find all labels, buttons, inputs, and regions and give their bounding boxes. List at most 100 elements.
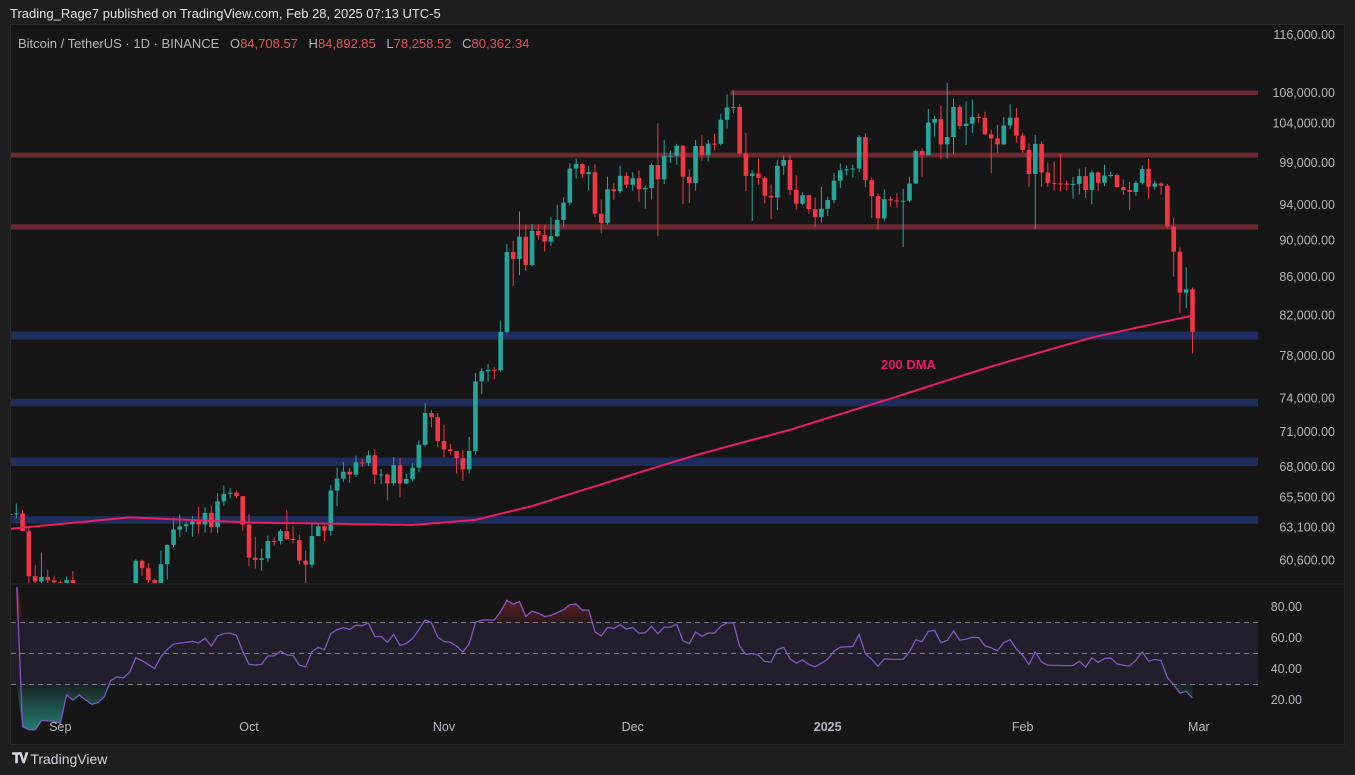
rsi-tick-label: 80.00 xyxy=(1271,600,1302,614)
candle-body xyxy=(127,594,132,605)
tradingview-logo-icon: 𝐓𝐕 xyxy=(12,750,28,766)
candle xyxy=(1102,164,1107,186)
candle xyxy=(976,113,981,123)
rsi-axis[interactable]: 80.00 60.00 40.00 20.00 xyxy=(1271,600,1302,707)
candle-body xyxy=(435,417,441,442)
candle xyxy=(403,473,409,485)
candle xyxy=(64,576,69,583)
candle-body xyxy=(1171,226,1176,252)
candle xyxy=(429,410,434,428)
candle xyxy=(498,320,503,372)
rsi-tick-label: 60.00 xyxy=(1271,631,1302,645)
candle xyxy=(315,522,321,537)
candle xyxy=(1095,171,1101,191)
candle-body xyxy=(347,471,352,475)
candle xyxy=(781,155,786,175)
ma-label: 200 DMA xyxy=(881,357,937,372)
candle xyxy=(951,98,956,155)
candle-body xyxy=(926,122,931,156)
candle xyxy=(674,143,680,165)
candle xyxy=(1064,180,1070,191)
candle-body xyxy=(498,331,503,371)
candle-body xyxy=(806,195,812,210)
candle xyxy=(542,224,547,252)
candle-body xyxy=(724,107,730,120)
candle xyxy=(705,139,711,162)
symbol-name[interactable]: Bitcoin / TetherUS · 1D · BINANCE xyxy=(18,36,220,51)
candle-body xyxy=(1108,174,1114,176)
candle xyxy=(1032,135,1038,230)
candle-body xyxy=(208,512,214,527)
candle xyxy=(479,368,485,395)
candle-body xyxy=(617,175,623,192)
candle-body xyxy=(598,213,604,223)
candle xyxy=(1058,153,1063,192)
candle-body xyxy=(907,183,912,201)
candle-body xyxy=(762,177,768,196)
candle-body xyxy=(768,195,774,198)
candle xyxy=(284,510,290,540)
candle-body xyxy=(1014,117,1019,136)
candle xyxy=(743,132,749,191)
candle-body xyxy=(737,106,742,154)
candle-body xyxy=(240,496,246,525)
time-tick-label: 2025 xyxy=(814,720,842,734)
candle-body xyxy=(580,164,585,175)
candle-body xyxy=(121,601,126,605)
rsi-tick-label: 20.00 xyxy=(1271,693,1302,707)
candle xyxy=(611,182,617,200)
candle xyxy=(70,571,76,583)
candle-body xyxy=(655,165,661,180)
candle xyxy=(617,165,623,194)
price-tick-label: 82,000.00 xyxy=(1279,309,1335,323)
candle-body xyxy=(1190,289,1195,332)
time-tick-label: Dec xyxy=(622,720,644,734)
candle-body xyxy=(630,178,636,185)
candle-body xyxy=(215,501,220,527)
candle-body xyxy=(970,116,975,124)
candle-body xyxy=(1039,143,1044,173)
high-value: 84,892.85 xyxy=(317,36,376,51)
candle-body xyxy=(668,155,673,157)
candle xyxy=(58,581,63,583)
candle-body xyxy=(1095,172,1101,183)
candle xyxy=(1051,161,1057,191)
candle xyxy=(441,424,447,458)
time-tick-label: Feb xyxy=(1012,720,1034,734)
candle-body xyxy=(731,106,736,108)
candle xyxy=(234,490,239,499)
candle-body xyxy=(567,168,573,203)
candle xyxy=(253,536,258,569)
candle-body xyxy=(1026,149,1032,174)
candle xyxy=(410,463,415,482)
candle xyxy=(938,105,944,160)
candle xyxy=(888,196,893,207)
tradingview-logo[interactable]: 𝐓𝐕 TradingView xyxy=(12,750,107,767)
candle-body xyxy=(781,159,786,166)
candle xyxy=(1020,132,1025,153)
candle-body xyxy=(473,381,478,451)
candle xyxy=(687,169,692,203)
candle xyxy=(668,150,673,164)
candle-body xyxy=(290,538,296,541)
open-value: 84,708.57 xyxy=(240,36,298,51)
candle-body xyxy=(1077,176,1082,184)
price-axis[interactable]: 116,000.00 108,000.00 104,000.00 99,000.00 9… xyxy=(1272,28,1335,567)
price-tick-label: 99,000.00 xyxy=(1279,156,1335,170)
candle-body xyxy=(322,526,327,531)
candle xyxy=(661,139,667,185)
candle xyxy=(793,175,799,210)
time-axis[interactable]: Sep Oct Nov Dec 2025 Feb Mar xyxy=(49,720,1209,734)
candle-body xyxy=(115,601,120,610)
candle xyxy=(768,184,774,220)
candle xyxy=(133,559,139,583)
candle xyxy=(347,467,352,483)
candle xyxy=(32,565,38,583)
candle-body xyxy=(775,165,780,198)
candle xyxy=(592,164,598,218)
candle xyxy=(787,155,793,196)
candle-body xyxy=(177,526,183,530)
support-zone xyxy=(11,398,1258,407)
candle xyxy=(988,129,994,174)
